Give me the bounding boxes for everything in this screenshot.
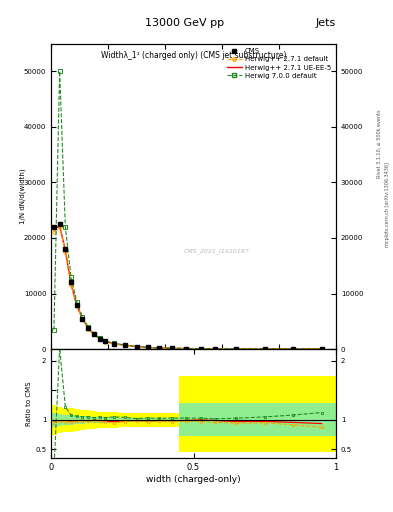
Y-axis label: Ratio to CMS: Ratio to CMS (26, 381, 32, 426)
Legend: CMS, Herwig++ 2.7.1 default, Herwig++ 2.7.1 UE-EE-5, Herwig 7.0.0 default: CMS, Herwig++ 2.7.1 default, Herwig++ 2.… (226, 47, 332, 80)
Text: 13000 GeV pp: 13000 GeV pp (145, 18, 224, 28)
Text: Widthλ_1¹ (charged only) (CMS jet substructure): Widthλ_1¹ (charged only) (CMS jet substr… (101, 51, 286, 60)
Text: Rivet 3.1.10, ≥ 500k events: Rivet 3.1.10, ≥ 500k events (377, 109, 382, 178)
Text: 1/N dN/d(width): 1/N dN/d(width) (19, 168, 26, 224)
Text: CMS_2021_I1920187: CMS_2021_I1920187 (184, 248, 249, 254)
X-axis label: width (charged-only): width (charged-only) (146, 475, 241, 484)
Text: Jets: Jets (316, 18, 336, 28)
Text: mcplots.cern.ch [arXiv:1306.3436]: mcplots.cern.ch [arXiv:1306.3436] (385, 162, 389, 247)
